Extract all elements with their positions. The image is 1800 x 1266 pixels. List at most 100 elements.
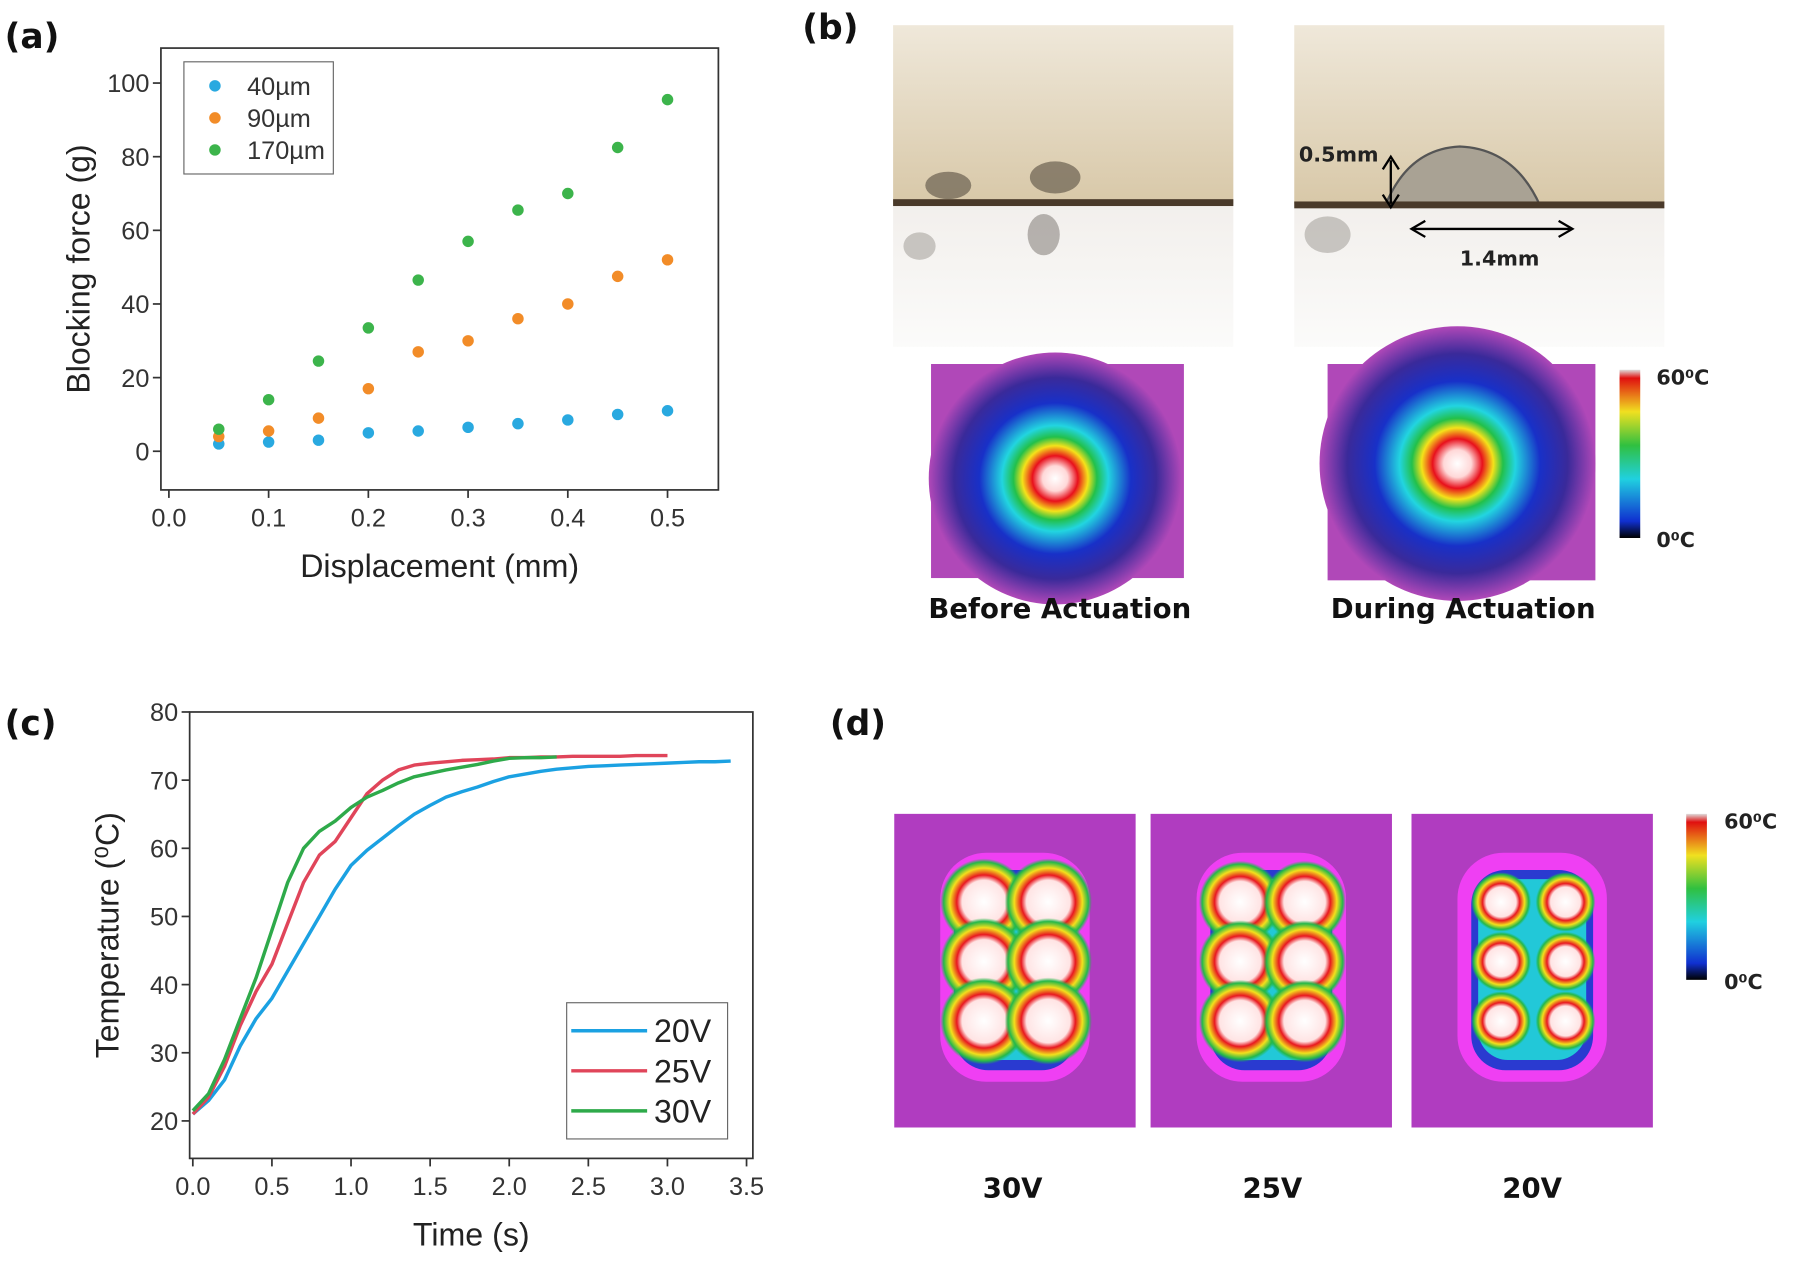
legend-box: [183, 61, 334, 175]
legend-label: 30V: [654, 1093, 712, 1129]
y-tick-label: 50: [150, 904, 178, 932]
hotspot: [1263, 920, 1346, 1003]
hotspot: [1198, 860, 1282, 944]
point: [512, 417, 524, 430]
panel-label: (c): [5, 704, 57, 744]
hotspot: [1263, 860, 1346, 944]
caption: Before Actuation: [928, 593, 1191, 625]
x-axis-label: Time (s): [413, 1216, 530, 1252]
point: [512, 204, 524, 216]
hotspot: [1004, 858, 1092, 946]
legend-label: 40µm: [247, 73, 311, 101]
colorbar-label: 60⁰C: [1656, 366, 1709, 390]
y-tick-label: 30: [150, 1040, 178, 1068]
point: [611, 408, 624, 421]
point: [262, 393, 275, 406]
legend-swatch: [209, 144, 221, 156]
colorbar: [1686, 813, 1707, 980]
x-tick-label: 1.0: [333, 1173, 368, 1201]
panel-label: (b): [802, 8, 858, 48]
x-tick-label: 0.1: [251, 505, 286, 533]
point: [412, 425, 424, 437]
point: [412, 274, 424, 286]
point: [611, 141, 624, 154]
x-tick-label: 2.5: [571, 1173, 606, 1201]
point: [362, 322, 375, 334]
x-tick-label: 0.5: [254, 1173, 289, 1201]
point: [562, 187, 574, 200]
hotspot: [1471, 872, 1532, 932]
colorbar: [1619, 369, 1641, 538]
point: [611, 270, 624, 283]
point: [262, 425, 275, 437]
line: [191, 759, 731, 1116]
x-tick-label: 0.3: [451, 505, 486, 533]
legend-swatch: [209, 112, 221, 124]
x-tick-label: 0.0: [151, 505, 186, 533]
y-tick-label: 0: [135, 438, 149, 466]
point: [661, 93, 674, 106]
x-tick-label: 3.0: [650, 1173, 685, 1201]
y-tick-label: 20: [121, 365, 149, 393]
legend-label: 25V: [654, 1053, 712, 1089]
point: [312, 434, 325, 446]
point: [362, 427, 375, 439]
caption: 20V: [1502, 1172, 1562, 1204]
point: [412, 346, 424, 358]
x-axis-label: Displacement (mm): [300, 548, 579, 584]
hotspot: [940, 977, 1028, 1065]
photo-before: [893, 25, 1234, 347]
legend-swatch: [209, 80, 221, 92]
legend-label: 20V: [654, 1013, 712, 1049]
plot-frame: [160, 47, 720, 491]
y-axis-label: Blocking force (g): [61, 144, 97, 393]
hotspot: [1263, 979, 1346, 1063]
hotspot: [1198, 920, 1282, 1003]
hotspot: [1535, 931, 1596, 992]
panel-label: (d): [830, 704, 886, 744]
legend-label: 170µm: [247, 137, 325, 165]
hotspot: [1471, 931, 1532, 992]
y-tick-label: 100: [107, 70, 149, 98]
point: [661, 254, 674, 266]
caption: 30V: [983, 1172, 1043, 1204]
point: [462, 421, 474, 434]
hotspot: [940, 918, 1028, 1006]
y-tick-label: 60: [121, 218, 149, 246]
y-tick-label: 40: [150, 972, 178, 1000]
point: [262, 436, 275, 448]
legend-label: 90µm: [247, 105, 311, 133]
y-axis-label: Temperature (⁰C): [89, 812, 125, 1058]
point: [362, 382, 375, 395]
panel-label: (a): [5, 17, 60, 57]
y-tick-label: 60: [150, 835, 178, 863]
x-tick-label: 3.5: [729, 1173, 764, 1201]
hotspot: [1198, 979, 1282, 1063]
point: [312, 355, 325, 367]
plot-frame: [188, 711, 754, 1160]
x-tick-label: 2.0: [492, 1173, 527, 1201]
caption: During Actuation: [1331, 593, 1596, 625]
thermal-image: [1319, 326, 1596, 601]
x-tick-label: 0.0: [175, 1173, 210, 1201]
y-tick-label: 80: [150, 699, 178, 727]
thermal-image: [928, 352, 1184, 605]
x-tick-label: 0.2: [351, 505, 386, 533]
hotspot: [1535, 872, 1596, 932]
y-tick-label: 20: [150, 1108, 178, 1136]
x-tick-label: 1.5: [413, 1173, 448, 1201]
hotspot: [1004, 918, 1092, 1006]
point: [462, 335, 474, 347]
colorbar-label: 0⁰C: [1724, 970, 1763, 994]
x-tick-label: 0.4: [550, 505, 585, 533]
line: [191, 753, 668, 1116]
caption: 25V: [1243, 1172, 1303, 1204]
point: [562, 414, 574, 426]
dimension-label: 0.5mm: [1299, 142, 1379, 166]
y-tick-label: 70: [150, 767, 178, 795]
hotspot: [1471, 991, 1532, 1051]
thermal-images: [894, 813, 1653, 1128]
y-tick-label: 40: [121, 291, 149, 319]
